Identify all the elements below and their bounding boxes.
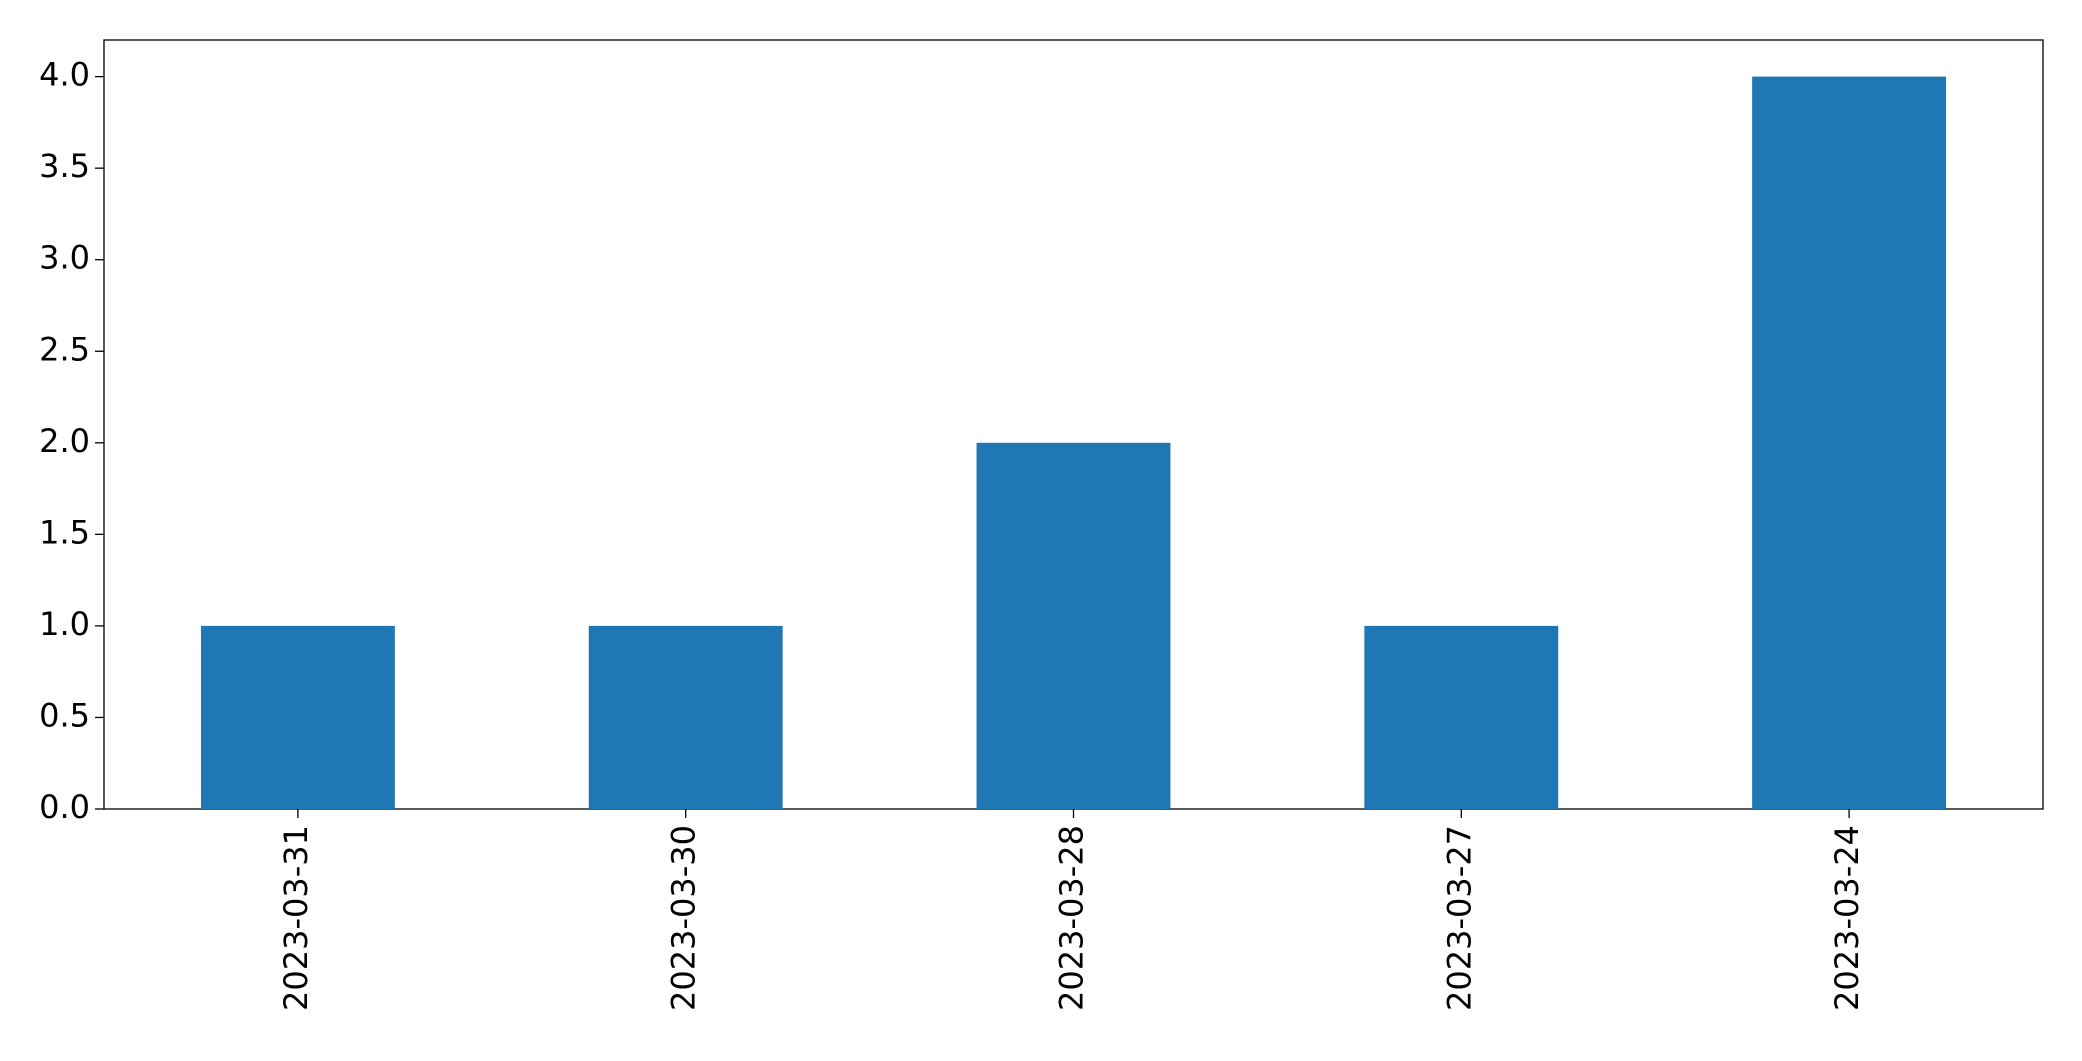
y-tick-label: 0.5 <box>39 696 90 734</box>
x-tick-label: 2023-03-28 <box>1053 825 1091 1011</box>
x-tick-label: 2023-03-31 <box>277 825 315 1011</box>
y-tick-label: 4.0 <box>39 56 90 94</box>
bar <box>588 625 783 809</box>
bar <box>976 442 1171 809</box>
x-tick-label: 2023-03-24 <box>1828 825 1866 1011</box>
bar <box>1752 76 1947 810</box>
y-tick-label: 1.0 <box>39 605 90 643</box>
y-tick-label: 2.5 <box>39 330 90 368</box>
bar <box>1364 625 1559 809</box>
y-tick-label: 2.0 <box>39 422 90 460</box>
y-tick-label: 3.5 <box>39 147 90 185</box>
y-tick-label: 3.0 <box>39 239 90 277</box>
x-tick-label: 2023-03-27 <box>1440 825 1478 1011</box>
x-tick-label: 2023-03-30 <box>665 825 703 1011</box>
bar <box>200 625 395 809</box>
y-tick-label: 1.5 <box>39 513 90 551</box>
y-tick-label: 0.0 <box>39 788 90 826</box>
